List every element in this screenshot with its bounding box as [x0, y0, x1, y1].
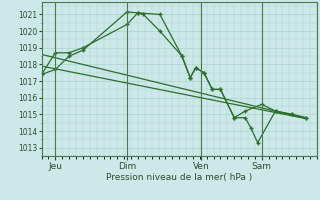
- X-axis label: Pression niveau de la mer( hPa ): Pression niveau de la mer( hPa ): [106, 173, 252, 182]
